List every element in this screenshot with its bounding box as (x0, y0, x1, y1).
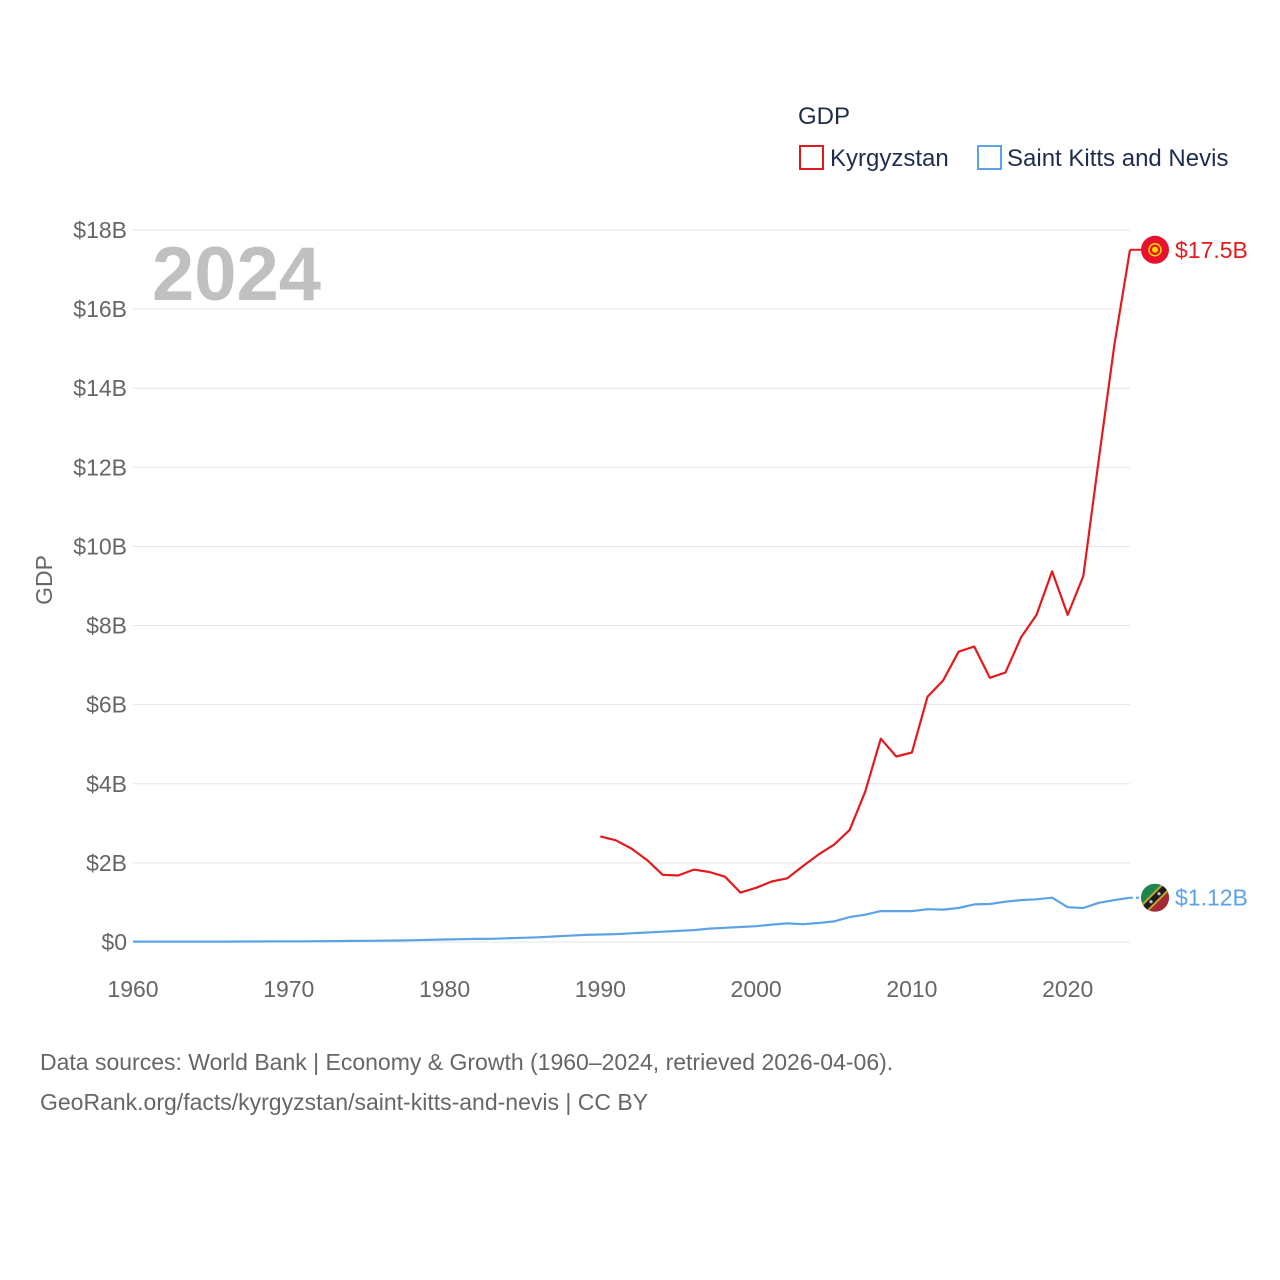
source-line-1: Data sources: World Bank | Economy & Gro… (40, 1049, 894, 1075)
legend-label-saint-kitts-and-nevis: Saint Kitts and Nevis (1007, 145, 1228, 172)
y-axis-ticks: $0 $2B $4B $6B $8B $10B $12B $14B $16B $18B (73, 217, 127, 955)
y-tick-label: $14B (73, 375, 127, 401)
y-axis-title: GDP (31, 555, 57, 605)
series-line-kyrgyzstan (600, 249, 1132, 894)
series-line-saint-kitts-and-nevis (133, 896, 1131, 943)
end-label-saint-kitts-and-nevis: $1.12B (1175, 885, 1248, 911)
end-marker-kyrgyzstan: $17.5B (1130, 235, 1248, 264)
legend-swatch-saint-kitts-and-nevis (977, 145, 1002, 170)
end-marker-saint-kitts-and-nevis: $1.12B (1130, 883, 1248, 912)
y-tick-label: $6B (86, 692, 127, 718)
x-tick-label: 2000 (731, 976, 782, 1002)
x-tick-label: 1960 (107, 976, 158, 1002)
y-tick-label: $12B (73, 454, 127, 480)
x-tick-label: 1970 (263, 976, 314, 1002)
legend-swatch-kyrgyzstan (799, 145, 824, 170)
legend-title: GDP (798, 103, 850, 130)
year-label: 2024 (152, 232, 321, 317)
y-tick-label: $16B (73, 296, 127, 322)
y-tick-label: $10B (73, 533, 127, 559)
x-axis-ticks: 1960 1970 1980 1990 2000 2010 2020 (107, 976, 1093, 1002)
x-tick-label: 1990 (575, 976, 626, 1002)
end-label-kyrgyzstan: $17.5B (1175, 237, 1248, 263)
kyrgyzstan-flag-icon (1141, 235, 1169, 264)
legend-item-kyrgyzstan[interactable]: Kyrgyzstan (799, 145, 949, 172)
gridlines (133, 229, 1130, 943)
x-tick-label: 2020 (1042, 976, 1093, 1002)
saint-kitts-and-nevis-flag-icon (1141, 883, 1169, 912)
legend-item-saint-kitts-and-nevis[interactable]: Saint Kitts and Nevis (977, 145, 1228, 172)
legend-label-kyrgyzstan: Kyrgyzstan (830, 145, 949, 172)
source-line-2[interactable]: GeoRank.org/facts/kyrgyzstan/saint-kitts… (40, 1089, 649, 1115)
y-tick-label: $8B (86, 613, 127, 639)
y-tick-label: $4B (86, 771, 127, 797)
legend: GDP Kyrgyzstan Saint Kitts and Nevis (798, 103, 1228, 172)
x-tick-label: 2010 (886, 976, 937, 1002)
data-source-note: Data sources: World Bank | Economy & Gro… (40, 1042, 1240, 1122)
x-tick-label: 1980 (419, 976, 470, 1002)
y-tick-label: $0 (101, 929, 127, 955)
y-tick-label: $2B (86, 850, 127, 876)
y-tick-label: $18B (73, 217, 127, 243)
